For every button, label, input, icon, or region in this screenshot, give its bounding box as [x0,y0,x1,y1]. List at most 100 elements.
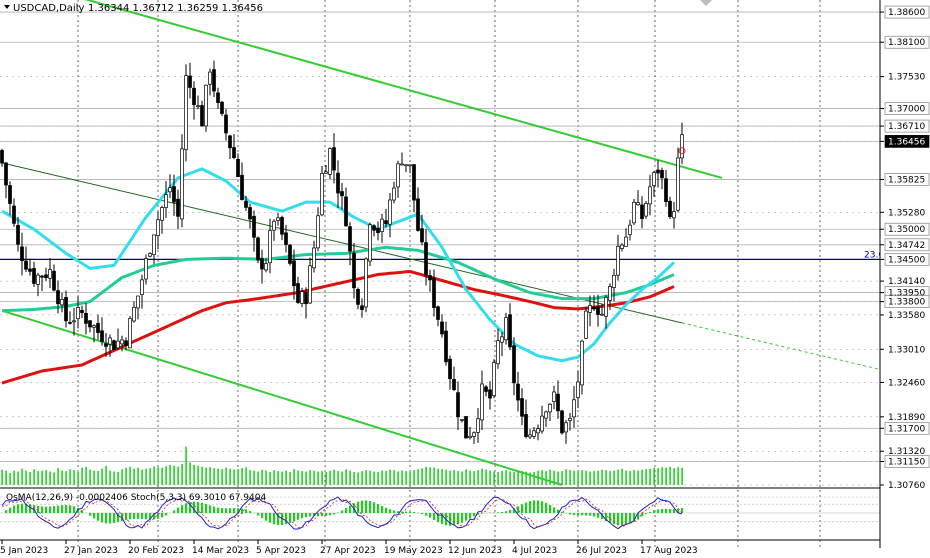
candle-body [308,265,312,304]
candle-body [584,310,588,339]
fib-label: 23.6 [864,250,884,260]
volume-bar [489,470,491,485]
osma-bar [561,511,564,513]
candle-body [576,381,580,398]
candle-body [324,171,328,174]
osma-bar [37,505,40,513]
volume-bar [541,470,543,485]
volume-bar [361,471,363,485]
candle-body [628,224,632,235]
osma-bar [613,513,616,525]
osma-bar [525,502,528,513]
osma-bar [369,501,372,513]
osma-bar [9,507,12,513]
candle-body [404,164,408,167]
candle-body [448,358,452,380]
volume-bar [501,471,503,485]
osma-bar [557,509,560,513]
volume-bar [269,472,271,485]
osma-bar [433,513,436,521]
price-tick-label: 1.33950 [888,289,925,299]
osma-bar [677,508,680,513]
osma-bar [29,504,32,513]
osma-bar [257,513,260,516]
osma-bar [25,503,28,513]
volume-bar [137,467,139,485]
candle-body [196,105,200,108]
candle-body [260,258,264,270]
candle-body [216,92,220,103]
candle-body [152,234,156,256]
osma-bar [329,513,332,516]
osma-bar [225,508,228,513]
osma-bar [533,500,536,513]
volume-bar [9,473,11,485]
osma-bar [537,500,540,513]
candle-body [72,320,76,323]
candle-body [396,163,400,188]
trend-line [1,162,683,324]
osma-bar [621,513,624,526]
volume-bar [581,470,583,485]
scroll-arrow-icon[interactable] [700,0,712,6]
osma-bar [653,510,656,513]
dropdown-triangle-icon[interactable] [4,5,10,9]
osma-bar [349,505,352,513]
volume-bar [101,468,103,485]
volume-bar [185,446,187,485]
volume-bar [301,471,303,485]
candle-body [52,270,56,291]
volume-bar [313,470,315,485]
osma-bar [149,513,152,520]
osma-bar [589,513,592,516]
candle-body [376,227,380,233]
osma-bar [521,504,524,513]
candle-body [0,150,4,164]
osma-bar [77,507,80,513]
osma-bar [305,513,308,518]
volume-bar [297,470,299,485]
osma-bar [145,513,148,520]
volume-bar [193,464,195,485]
osma-bar [93,513,96,519]
volume-bar [5,470,7,485]
candle-body [456,392,460,418]
volume-bar [613,470,615,485]
osma-bar [121,513,124,522]
osma-bar [153,513,156,520]
osma-bar [641,513,644,517]
volume-bar [681,467,683,485]
price-marker-icon [678,147,686,155]
osma-bar [285,513,288,525]
volume-bar [405,471,407,485]
volume-bar [125,467,127,485]
volume-bar [553,470,555,485]
volume-bar [57,468,59,485]
candle-body [608,286,612,301]
volume-bar [569,470,571,485]
volume-bar [493,471,495,485]
volume-bar [117,472,119,485]
volume-bar [273,470,275,485]
volume-bar [369,470,371,485]
candle-body [64,297,68,322]
osma-bar [81,510,84,513]
price-level-tag [884,5,930,19]
osma-bar [437,513,440,523]
volume-bar [129,466,131,485]
osma-bar [413,512,416,513]
osma-bar [341,510,344,513]
osma-bar [345,508,348,513]
volume-bar [105,465,107,485]
candle-body [56,290,60,305]
volume-bar [457,471,459,485]
volume-bar [249,470,251,485]
volume-bar [557,471,559,485]
volume-bar [333,469,335,485]
candle-body [160,207,164,221]
volume-bar [561,471,563,485]
osma-bar [273,513,276,525]
volume-bar [497,472,499,485]
volume-bar [397,471,399,485]
